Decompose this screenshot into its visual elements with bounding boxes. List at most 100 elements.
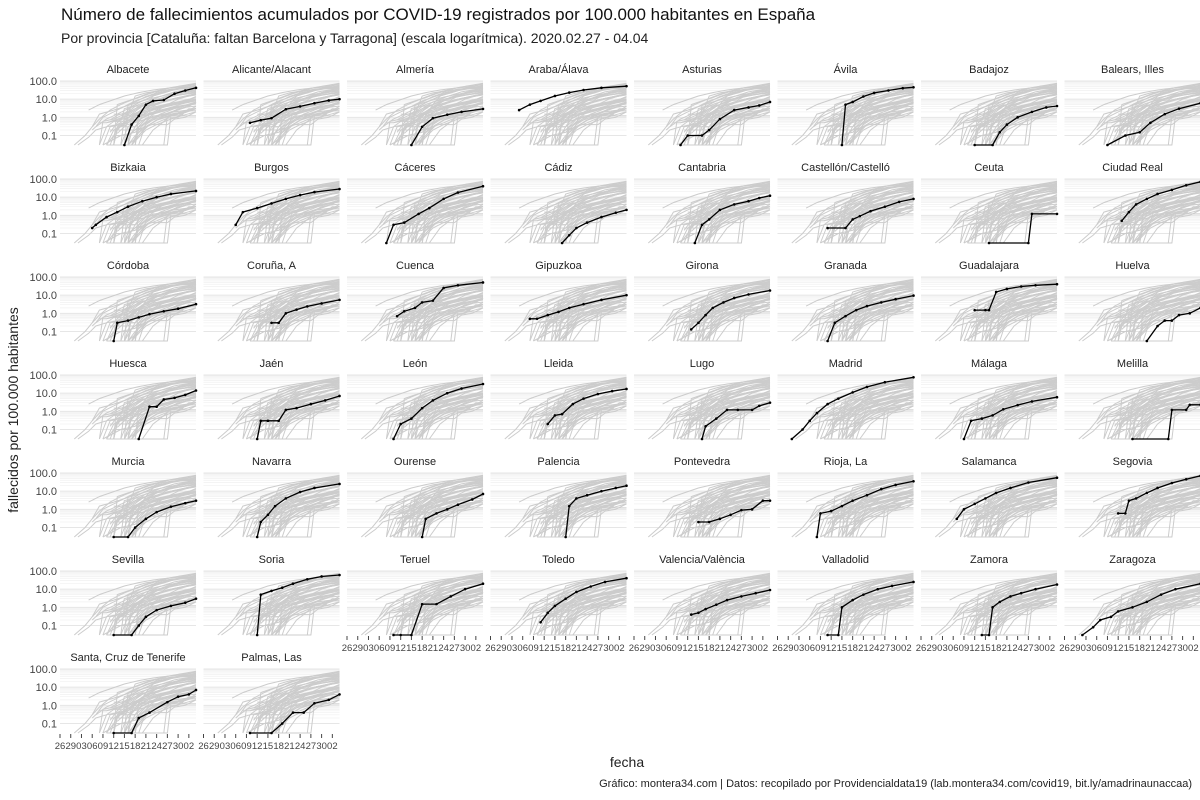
panel-guadalajara: Guadalajara [921,260,1059,342]
background-series-line [834,491,914,518]
chart-title: Número de fallecimientos acumulados por … [61,5,816,24]
data-point [313,701,316,705]
background-series-line [508,485,627,538]
highlight-series-line [791,376,914,440]
y-tick-label: 1.0 [42,210,57,222]
data-point [582,88,585,92]
background-series-line [540,581,627,636]
background-series-line [651,583,771,636]
background-series-line [1114,581,1200,636]
background-series-line [1082,289,1200,342]
background-series-line [382,575,484,618]
data-point [582,302,585,306]
panel-palmas-las: Palmas, Las 26 29 03 06 09 12 15 18 21 24 27 30 02 [198,652,341,752]
background-series-line [698,304,770,327]
background-series-line [651,93,771,146]
data-point [994,290,998,294]
panel-zaragoza: Zaragoza 26 29 03 06 09 12 15 18 21 24 27 30 02 [1059,554,1200,654]
background-series-line [665,482,771,520]
background-series-line [267,402,340,425]
data-point [869,209,872,213]
data-point [169,604,173,608]
panel-ceuta: Ceuta [921,162,1059,245]
data-point [1019,591,1023,595]
background-series-line [974,385,1058,440]
data-point [270,116,273,120]
background-series-line [257,671,340,710]
background-series-line [795,583,914,636]
background-series-line [141,601,197,636]
background-series-line [382,85,484,128]
background-series-line [831,475,914,514]
data-point [148,711,151,714]
panel-title: Jaén [260,358,284,370]
x-tick-label: 18 [273,741,284,752]
background-series-line [389,396,484,440]
background-series-line [256,679,340,734]
background-series-line [77,387,197,440]
x-tick-label: 29 [209,741,220,752]
data-point [270,589,273,593]
background-series-line [970,185,1058,231]
data-point [144,615,148,619]
data-point [553,94,557,98]
data-point [761,499,765,502]
data-point [173,92,176,95]
background-series-line [1099,183,1200,226]
panel-burgos: Burgos [203,162,341,244]
background-series-line [967,497,1058,538]
data-point [575,497,578,500]
data-point [790,437,794,441]
data-point [399,422,402,426]
data-point [302,711,306,714]
data-point [1027,241,1030,245]
background-series-line [400,280,484,342]
data-point [295,406,298,410]
background-series-line [253,189,340,244]
data-point [463,587,467,591]
background-series-line [91,384,197,422]
background-series-line [257,493,340,538]
data-point [962,437,966,441]
x-tick-label: 26 [772,643,783,654]
background-series-line [691,393,771,420]
background-series-line [106,301,197,342]
background-series-line [809,286,914,324]
data-point [912,580,915,584]
background-series-line [974,591,1058,636]
background-series-line [250,203,340,244]
panel-title: Toledo [542,554,574,566]
background-series-line [253,287,340,342]
background-series-line [264,486,340,538]
background-series-line [91,678,197,716]
background-series-line [1117,280,1200,342]
panel-title: Valencia/València [659,554,746,566]
background-series-line [102,494,197,538]
x-tick-label: 12 [969,643,980,654]
data-point [1081,633,1084,637]
background-series-line [407,388,484,440]
background-series-line [389,298,484,342]
background-series-line [830,483,914,538]
background-series-line [824,595,914,636]
background-series-line [95,477,197,520]
y-tick-label: 100.0 [29,76,57,88]
data-point [155,510,158,514]
background-series-line [428,601,484,636]
data-point [747,106,750,109]
data-point [973,502,976,506]
data-point [424,517,428,521]
data-point [704,607,707,611]
x-tick-label: 12 [395,643,406,654]
data-point [126,205,130,208]
data-point [815,535,819,539]
panel-title: Navarra [252,456,292,468]
background-series-line [543,189,627,244]
background-series-line [551,584,627,636]
background-series-line [830,182,914,244]
data-point [194,597,198,600]
data-point [890,584,894,588]
background-series-line [841,108,914,131]
y-tick-label: 10.0 [36,290,57,302]
background-series-line [364,93,484,146]
